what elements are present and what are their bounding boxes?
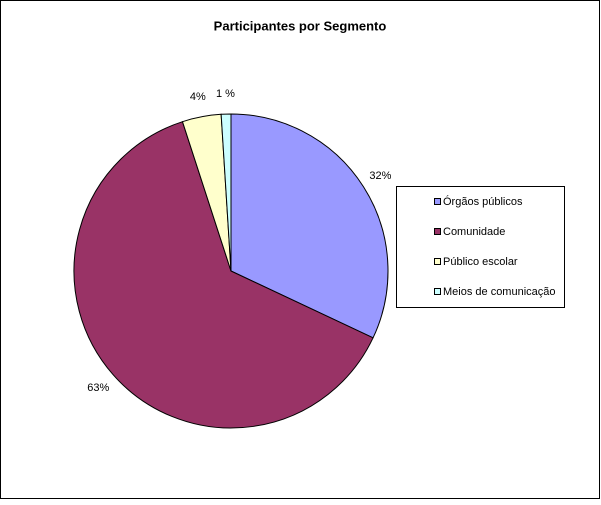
legend-swatch (434, 198, 441, 205)
data-label: 63% (87, 382, 109, 394)
pie-slice (73, 121, 374, 429)
legend-swatch (434, 228, 441, 235)
data-label: 1 % (216, 88, 235, 100)
legend-swatch (434, 258, 441, 265)
legend-swatch (434, 288, 441, 295)
data-label: 4% (190, 91, 206, 103)
legend-label: Público escolar (443, 256, 518, 268)
pie-slice (230, 113, 389, 339)
legend-label: Órgãos públicos (443, 195, 523, 208)
data-label: 32% (369, 170, 391, 182)
legend-box (396, 186, 565, 308)
legend-label: Comunidade (443, 226, 505, 238)
pie-slice (220, 113, 232, 272)
chart-title: Participantes por Segmento (214, 18, 387, 33)
legend-label: Meios de comunicação (443, 286, 556, 298)
